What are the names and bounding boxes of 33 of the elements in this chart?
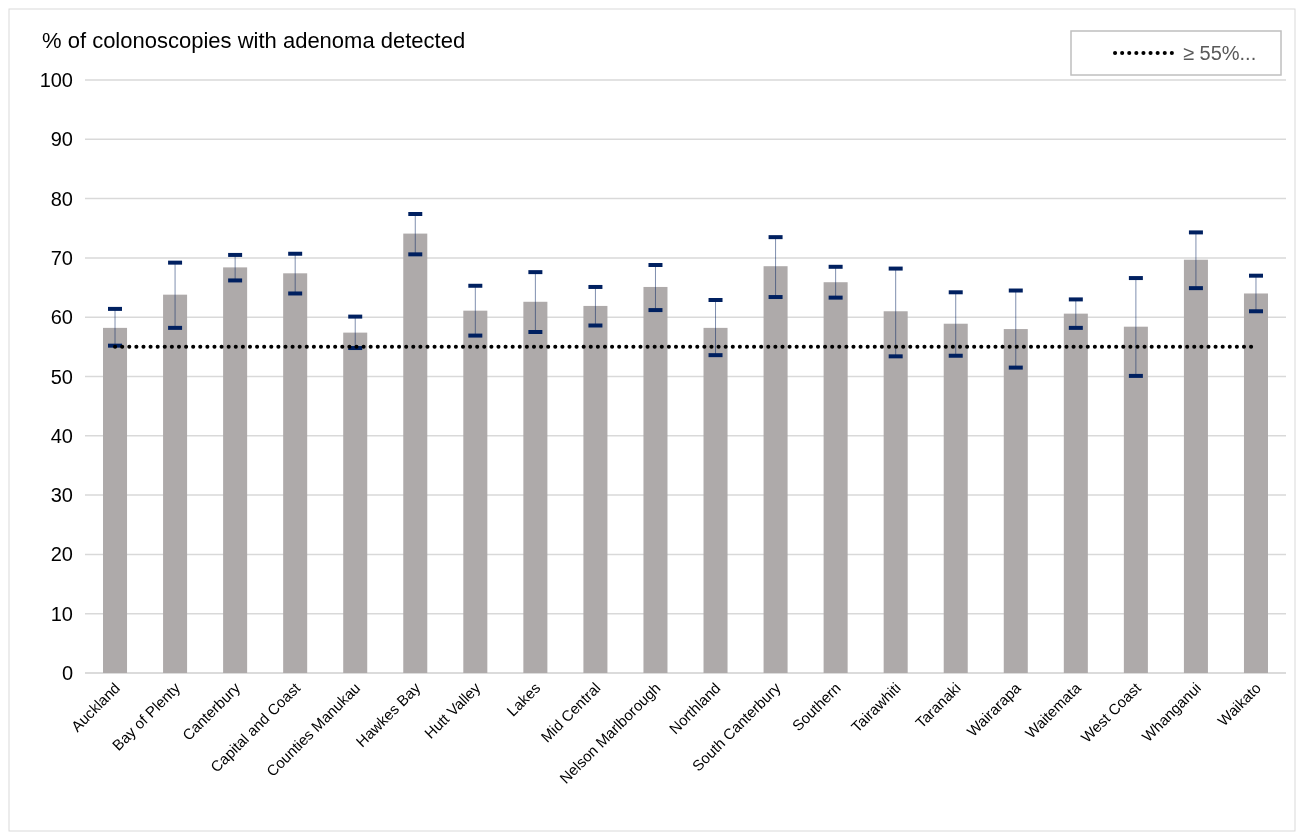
- y-tick-label: 10: [50, 602, 73, 625]
- y-tick-label: 40: [50, 424, 73, 447]
- y-tick-label: 50: [50, 365, 73, 388]
- bar: [1243, 293, 1268, 673]
- bar: [523, 301, 548, 673]
- y-tick-label: 100: [39, 69, 73, 91]
- y-tick-label: 80: [50, 187, 73, 210]
- bar: [223, 267, 248, 673]
- y-tick-label: 20: [50, 543, 73, 566]
- bar: [823, 282, 848, 673]
- bar: [703, 327, 728, 673]
- legend-label: ≥ 55%...: [1183, 42, 1257, 64]
- bar: [1123, 326, 1148, 673]
- y-tick-label: 70: [50, 246, 73, 269]
- bar: [943, 323, 968, 673]
- y-tick-label: 0: [61, 662, 73, 684]
- bar: [583, 305, 608, 673]
- y-tick-label: 90: [50, 128, 73, 151]
- y-tick-label: 30: [50, 484, 73, 507]
- y-axis-title: % of colonoscopies with adenoma detected: [42, 28, 466, 53]
- y-tick-label: 60: [50, 306, 73, 329]
- bar: [403, 233, 428, 673]
- bar: [1183, 259, 1208, 673]
- bar: [643, 286, 668, 673]
- bar: [1063, 313, 1088, 673]
- bar: [1003, 329, 1028, 673]
- bar: [463, 310, 488, 673]
- bar: [163, 294, 188, 673]
- bar: [343, 332, 368, 673]
- bar: [763, 266, 788, 673]
- bar: [283, 273, 308, 673]
- bar: [103, 327, 128, 673]
- bar: [883, 311, 908, 673]
